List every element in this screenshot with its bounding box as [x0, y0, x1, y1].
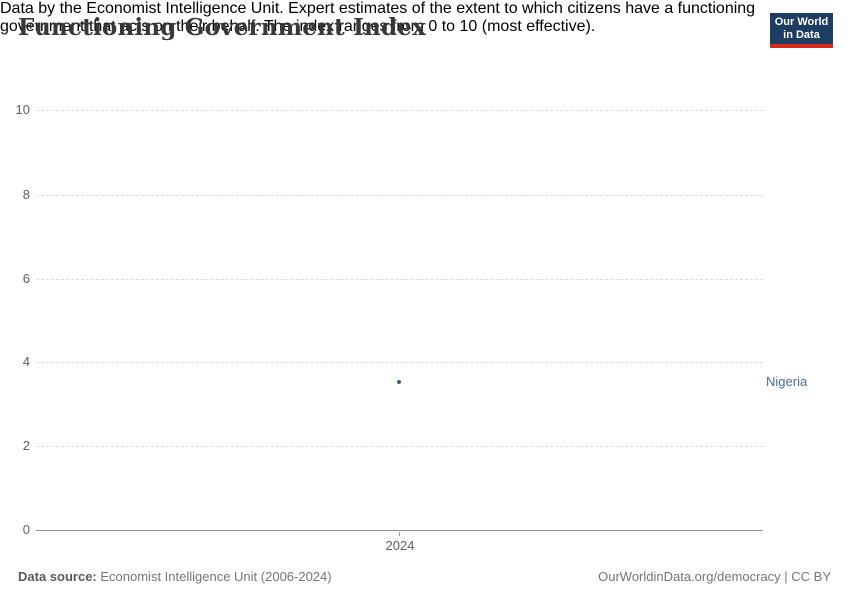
- owid-logo-line-1: Our World: [774, 16, 829, 28]
- owid-logo-text: Our World in Data: [770, 13, 833, 44]
- data-source-text: Economist Intelligence Unit (2006-2024): [96, 569, 332, 584]
- y-tick-label-8: 8: [22, 187, 30, 202]
- chart-title: Functioning Government Index: [18, 14, 426, 41]
- entity-label-nigeria[interactable]: Nigeria: [766, 374, 808, 389]
- gridline-10: [36, 110, 763, 111]
- y-tick-label-10: 10: [15, 102, 30, 117]
- gridline-6: [36, 279, 763, 280]
- x-tick-mark-2024: [399, 532, 400, 536]
- data-source-note: Data source: Economist Intelligence Unit…: [18, 569, 332, 584]
- owid-logo: Our World in Data: [770, 13, 833, 48]
- credit-link[interactable]: OurWorldinData.org/democracy | CC BY: [598, 569, 831, 584]
- gridline-2: [36, 446, 763, 447]
- x-tick-label-2024: 2024: [385, 538, 415, 553]
- y-tick-label-0: 0: [22, 522, 30, 537]
- gridline-8: [36, 195, 763, 196]
- x-axis-line: [36, 530, 763, 531]
- chart-subtitle-line-2: government that acts on their behalf. Th…: [0, 18, 596, 35]
- chart-subtitle-line-1: Data by the Economist Intelligence Unit.…: [0, 0, 756, 17]
- y-tick-label-6: 6: [22, 271, 30, 286]
- owid-logo-red-bar: [770, 44, 833, 48]
- gridline-4: [36, 362, 763, 363]
- y-tick-label-2: 2: [22, 438, 30, 453]
- data-point-nigeria[interactable]: [397, 380, 401, 384]
- y-tick-label-4: 4: [22, 354, 30, 369]
- owid-logo-line-2: in Data: [783, 29, 820, 41]
- data-source-label: Data source:: [18, 569, 97, 584]
